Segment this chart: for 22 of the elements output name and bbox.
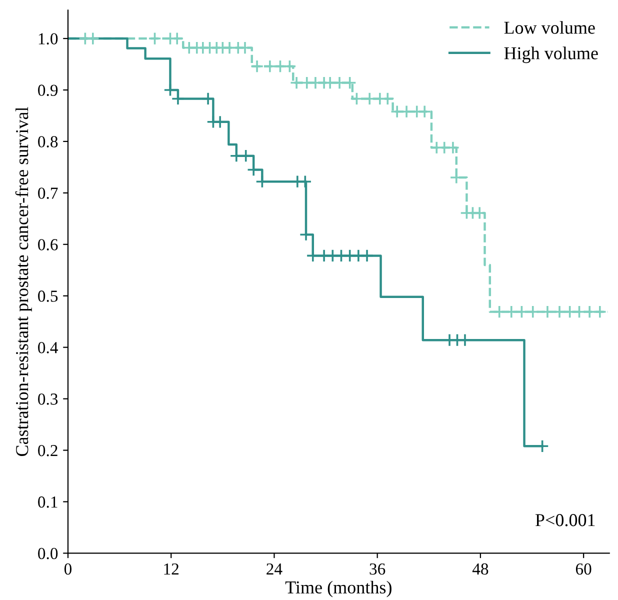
y-axis-title: Castration-resistant prostate cancer-free survival <box>15 107 32 456</box>
x-tick-label: 60 <box>576 563 592 575</box>
y-tick-label: 1.0 <box>38 33 58 45</box>
x-tick-label: 24 <box>266 563 282 574</box>
x-axis-title: Time (months) <box>285 580 392 598</box>
y-tick-label: 0.6 <box>38 239 58 250</box>
y-tick-label: 0.7 <box>38 188 58 199</box>
y-tick-label: 0.2 <box>38 444 58 456</box>
x-tick-label: 48 <box>472 563 488 575</box>
y-tick-label: 0.1 <box>38 496 58 508</box>
legend-label: Low volume <box>504 21 595 34</box>
x-tick-label: 12 <box>164 563 179 574</box>
y-tick-label: 0.5 <box>38 290 58 302</box>
y-tick-label: 0.9 <box>38 84 58 96</box>
annotation: P<0.001 <box>535 514 595 526</box>
legend-label: High volume <box>504 46 598 64</box>
y-tick-label: 0.8 <box>38 136 58 148</box>
y-tick-label: 0.4 <box>38 342 58 354</box>
x-tick-label: 36 <box>370 563 386 575</box>
y-tick-label: 0.3 <box>38 393 58 405</box>
x-tick-label: 0 <box>64 563 72 575</box>
y-tick-label: 0.0 <box>38 548 58 560</box>
